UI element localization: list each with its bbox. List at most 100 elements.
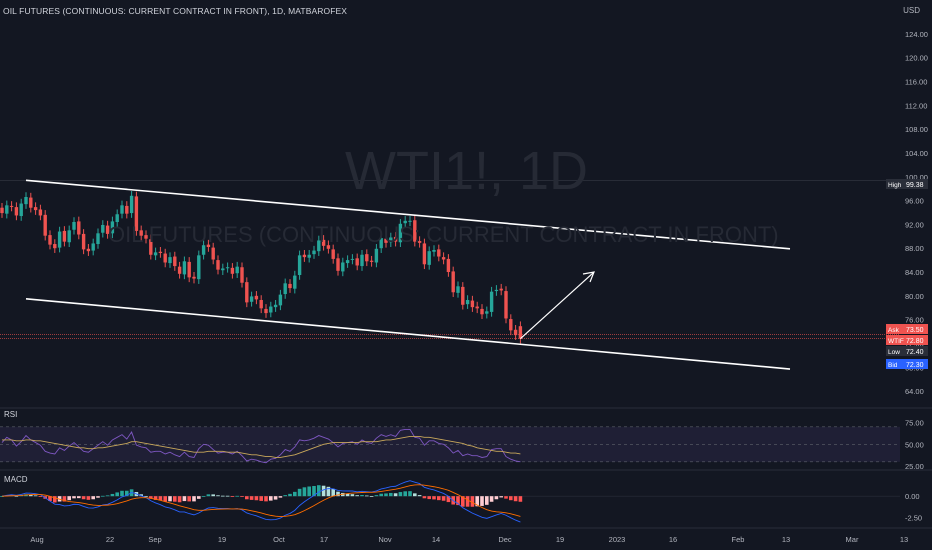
candle-body [24,196,28,205]
price-tag-name-bg [886,335,904,345]
macd-histogram-bar [72,496,76,499]
macd-histogram-bar [153,496,158,500]
candle-body [177,266,182,274]
candle-body [288,283,292,289]
macd-histogram-bar [494,496,499,500]
macd-histogram-bar [33,495,38,497]
time-tick-label: 22 [106,535,114,544]
candle-body [513,329,518,336]
candle-body [446,258,451,273]
candle-body [173,256,177,267]
rsi-line [1,428,521,464]
candle-body [441,257,446,260]
price-tag-value: 99.38 [906,182,924,189]
price-tag-name-bg [886,179,904,189]
time-tick-label: Oct [273,535,286,544]
price-tick-label: 108.00 [905,125,928,134]
macd-histogram-bar [312,485,316,497]
candle-body [129,195,134,214]
price-tick-label: 96.00 [905,197,924,206]
candle-body [437,249,441,257]
price-tag-value-bg [904,346,928,356]
macd-histogram-bar [38,496,43,497]
macd-histogram-bar [163,496,167,502]
price-tick-label: 116.00 [905,77,927,86]
price-tag-value: 72.80 [906,338,924,345]
candle-body [475,306,479,309]
macd-histogram-bar [393,493,398,497]
candle-body [144,235,148,239]
candle-body [192,276,196,279]
candle-body [273,304,278,308]
candle-body [225,267,230,269]
macd-histogram-bar [125,490,129,497]
candle-body [307,254,311,258]
macd-histogram-bar [489,496,494,502]
macd-histogram-bar [201,496,206,497]
candle-body [312,250,316,255]
price-tag-value-bg [904,359,928,369]
macd-histogram-bar [408,491,412,497]
macd-histogram-bar [91,496,95,500]
time-tick-label: Feb [732,535,745,544]
candle-body [105,225,110,234]
macd-histogram-bar [77,496,81,499]
time-tick-label: Mar [846,535,859,544]
price-tag-value: 72.40 [906,349,924,356]
price-tag-value-bg [904,324,928,334]
candle-body [221,268,225,271]
candle-body [350,258,355,260]
price-tag-value-bg [904,179,928,189]
rsi-ma-line [2,435,521,458]
candle-body [269,306,273,313]
macd-histogram-bar [230,496,235,497]
candle-body [345,260,350,264]
candle-body [336,258,340,271]
macd-histogram-bar [369,495,374,497]
macd-histogram-bar [360,494,364,497]
macd-histogram-bar [384,493,388,497]
candle-body [403,220,407,224]
candle-body [163,253,167,263]
time-tick-label: Dec [498,535,512,544]
candle-body [168,257,172,264]
currency-label[interactable]: USD [903,6,920,15]
macd-histogram-bar [221,495,225,497]
macd-histogram-bar [504,496,508,499]
rsi-tick-label: 50.00 [905,440,924,449]
macd-histogram-bar [225,495,230,497]
candle-body [5,205,9,214]
candle-body [120,205,124,214]
candle-body [283,283,287,295]
candle-body [182,261,187,275]
price-tick-label: 80.00 [905,292,924,301]
macd-histogram-bar [317,485,321,497]
candle-body [374,248,379,263]
macd-histogram-bar [374,495,379,497]
candle-body [321,239,326,246]
price-tick-label: 88.00 [905,244,924,253]
rsi-tick-label: 25.00 [905,462,924,471]
macd-histogram-bar [67,496,71,501]
macd-histogram-bar [321,485,326,497]
candle-body [110,221,115,234]
candle-body [38,209,43,216]
price-tick-label: 64.00 [905,387,924,396]
macd-histogram-bar [293,491,297,497]
candle-body [365,254,369,262]
candle-body [158,251,163,253]
macd-histogram-bar [379,493,383,497]
macd-histogram-bar [192,496,196,502]
macd-histogram-bar [173,496,177,502]
candle-body [499,288,503,291]
channel-lower-line [25,298,791,370]
rsi-pane-label: RSI [4,410,18,419]
candle-body [201,245,206,255]
candle-body [422,243,427,265]
candle-body [67,230,71,243]
macd-histogram-bar [417,495,422,497]
candle-body [77,221,81,235]
macd-histogram-bar [456,496,460,506]
price-tag-name: Bid [888,362,898,369]
